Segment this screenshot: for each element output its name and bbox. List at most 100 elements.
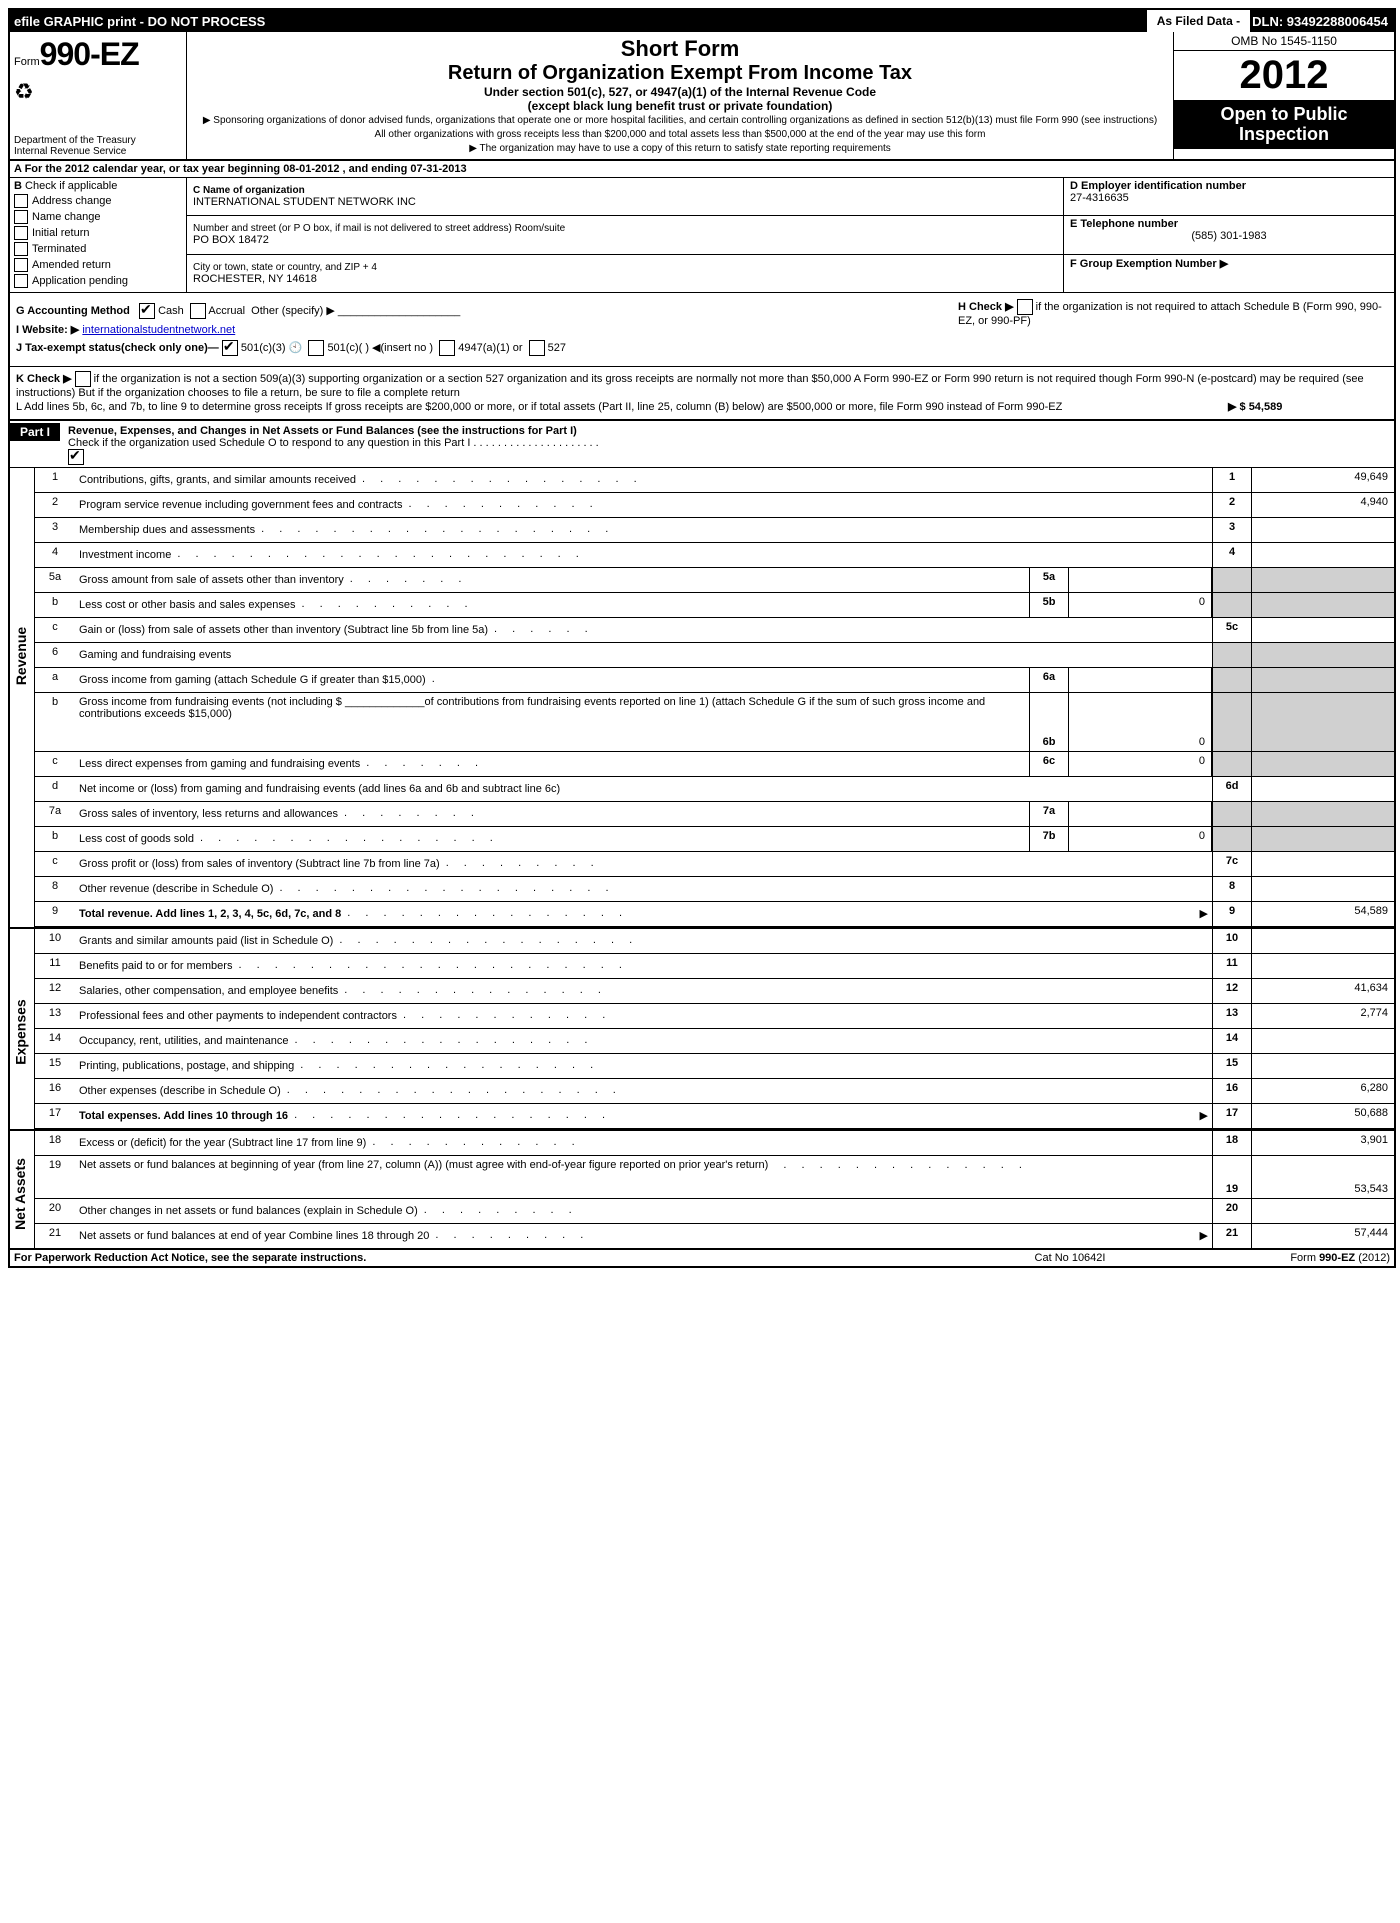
cb-address[interactable] xyxy=(14,194,28,208)
footer: For Paperwork Reduction Act Notice, see … xyxy=(10,1248,1394,1266)
header-right: OMB No 1545-1150 2012 Open to Public Ins… xyxy=(1173,32,1394,159)
cb-501c3[interactable] xyxy=(222,340,238,356)
fine3: ▶ The organization may have to use a cop… xyxy=(197,143,1163,155)
cb-schedO[interactable] xyxy=(68,449,84,465)
subtitle2: (except black lung benefit trust or priv… xyxy=(197,99,1163,113)
lbl-501c3: 501(c)(3) xyxy=(241,342,286,354)
cb-k[interactable] xyxy=(75,371,91,387)
line12-desc: Salaries, other compensation, and employ… xyxy=(79,985,338,997)
line5c-val xyxy=(1252,618,1394,642)
cb-amended[interactable] xyxy=(14,258,28,272)
top-left: efile GRAPHIC print - DO NOT PROCESS xyxy=(10,14,1145,29)
revenue-label: Revenue xyxy=(13,626,29,684)
l-val: ▶ $ 54,589 xyxy=(1228,401,1388,415)
line2-val: 4,940 xyxy=(1252,493,1394,517)
cb-pending[interactable] xyxy=(14,274,28,288)
cb-501c[interactable] xyxy=(308,340,324,356)
cb-accrual[interactable] xyxy=(190,303,206,319)
header-row: Form 990-EZ ♻ Department of the Treasury… xyxy=(10,32,1394,161)
f-label: F Group Exemption Number ▶ xyxy=(1070,257,1388,270)
line6a-desc: Gross income from gaming (attach Schedul… xyxy=(79,674,426,686)
part1-header: Part I Revenue, Expenses, and Changes in… xyxy=(10,421,1394,468)
irs: Internal Revenue Service xyxy=(14,146,136,157)
cb-h[interactable] xyxy=(1017,299,1033,315)
lbl-amended: Amended return xyxy=(32,259,111,271)
line6d-desc: Net income or (loss) from gaming and fun… xyxy=(79,783,560,795)
line18-val: 3,901 xyxy=(1252,1131,1394,1155)
line4-val xyxy=(1252,543,1394,567)
lbl-527: 527 xyxy=(548,342,566,354)
top-right: DLN: 93492288006454 xyxy=(1252,14,1394,29)
revenue-section: Revenue 1Contributions, gifts, grants, a… xyxy=(10,468,1394,927)
line19-val: 53,543 xyxy=(1252,1156,1394,1198)
j-label: J Tax-exempt status(check only one)— xyxy=(16,342,219,354)
lbl-initial: Initial return xyxy=(32,227,89,239)
section-gi: G Accounting Method Cash Accrual Other (… xyxy=(10,293,1394,367)
c-val: INTERNATIONAL STUDENT NETWORK INC xyxy=(193,196,1057,208)
side-netassets: Net Assets xyxy=(10,1131,35,1248)
addr-val: PO BOX 18472 xyxy=(193,234,1057,246)
line12-val: 41,634 xyxy=(1252,979,1394,1003)
city-label: City or town, state or country, and ZIP … xyxy=(193,262,1057,273)
cb-4947[interactable] xyxy=(439,340,455,356)
b-label: B xyxy=(14,180,22,192)
open-public-2: Inspection xyxy=(1176,125,1392,145)
recycle-icon: ♻ xyxy=(14,79,182,105)
top-bar: efile GRAPHIC print - DO NOT PROCESS As … xyxy=(10,10,1394,32)
footer-paperwork: For Paperwork Reduction Act Notice, see … xyxy=(14,1252,970,1264)
line7c-val xyxy=(1252,852,1394,876)
line21-val: 57,444 xyxy=(1252,1224,1394,1248)
cb-terminated[interactable] xyxy=(14,242,28,256)
fine1: ▶ Sponsoring organizations of donor advi… xyxy=(197,115,1163,127)
line14-desc: Occupancy, rent, utilities, and maintena… xyxy=(79,1035,289,1047)
form-number: 990-EZ xyxy=(40,36,139,73)
c-label: C Name of organization xyxy=(193,185,1057,196)
l-text: L Add lines 5b, 6c, and 7b, to line 9 to… xyxy=(16,401,1228,415)
part1-sub: Check if the organization used Schedule … xyxy=(68,437,599,449)
header-mid: Short Form Return of Organization Exempt… xyxy=(187,32,1173,159)
e-label: E Telephone number xyxy=(1070,218,1388,230)
row-a-text: A For the 2012 calendar year, or tax yea… xyxy=(10,161,471,177)
section-kl: K Check ▶ if the organization is not a s… xyxy=(10,367,1394,421)
b-mid: C Name of organization INTERNATIONAL STU… xyxy=(187,178,1063,292)
open-public-1: Open to Public xyxy=(1176,105,1392,125)
part1-title: Revenue, Expenses, and Changes in Net As… xyxy=(68,423,1394,465)
lbl-pending: Application pending xyxy=(32,275,128,287)
lbl-address: Address change xyxy=(32,195,112,207)
section-b: B Check if applicable Address change Nam… xyxy=(10,178,1394,293)
line9-val: 54,589 xyxy=(1252,902,1394,926)
header-left: Form 990-EZ ♻ Department of the Treasury… xyxy=(10,32,187,159)
line16-val: 6,280 xyxy=(1252,1079,1394,1103)
city-val: ROCHESTER, NY 14618 xyxy=(193,273,1057,285)
side-revenue: Revenue xyxy=(10,468,35,927)
footer-catno: Cat No 10642I xyxy=(970,1252,1170,1264)
website-link[interactable]: internationalstudentnetwork.net xyxy=(82,324,235,336)
i-label: I Website: ▶ xyxy=(16,324,79,336)
d-val: 27-4316635 xyxy=(1070,192,1388,204)
cb-initial[interactable] xyxy=(14,226,28,240)
line6c-ival: 0 xyxy=(1069,752,1212,776)
gi-right: H Check ▶ if the organization is not req… xyxy=(952,293,1394,366)
fine2: All other organizations with gross recei… xyxy=(197,129,1163,141)
cb-cash[interactable] xyxy=(139,303,155,319)
line13-desc: Professional fees and other payments to … xyxy=(79,1010,397,1022)
b-left: B Check if applicable Address change Nam… xyxy=(10,178,187,292)
open-public: Open to Public Inspection xyxy=(1174,101,1394,149)
line17-desc: Total expenses. Add lines 10 through 16 xyxy=(79,1110,288,1122)
lbl-terminated: Terminated xyxy=(32,243,86,255)
cb-name[interactable] xyxy=(14,210,28,224)
lbl-other: Other (specify) ▶ xyxy=(251,305,335,317)
form-990ez-container: efile GRAPHIC print - DO NOT PROCESS As … xyxy=(8,8,1396,1268)
tax-year: 2012 xyxy=(1174,51,1394,101)
return-title: Return of Organization Exempt From Incom… xyxy=(197,62,1163,85)
lbl-name: Name change xyxy=(32,211,101,223)
b-right: D Employer identification number 27-4316… xyxy=(1063,178,1394,292)
netassets-label: Net Assets xyxy=(12,1158,28,1230)
omb-no: OMB No 1545-1150 xyxy=(1174,32,1394,51)
g-label: G Accounting Method xyxy=(16,305,130,317)
line5b-desc: Less cost or other basis and sales expen… xyxy=(79,599,295,611)
cb-527[interactable] xyxy=(529,340,545,356)
row-a: A For the 2012 calendar year, or tax yea… xyxy=(10,161,1394,178)
line8-desc: Other revenue (describe in Schedule O) xyxy=(79,883,273,895)
line4-desc: Investment income xyxy=(79,549,171,561)
